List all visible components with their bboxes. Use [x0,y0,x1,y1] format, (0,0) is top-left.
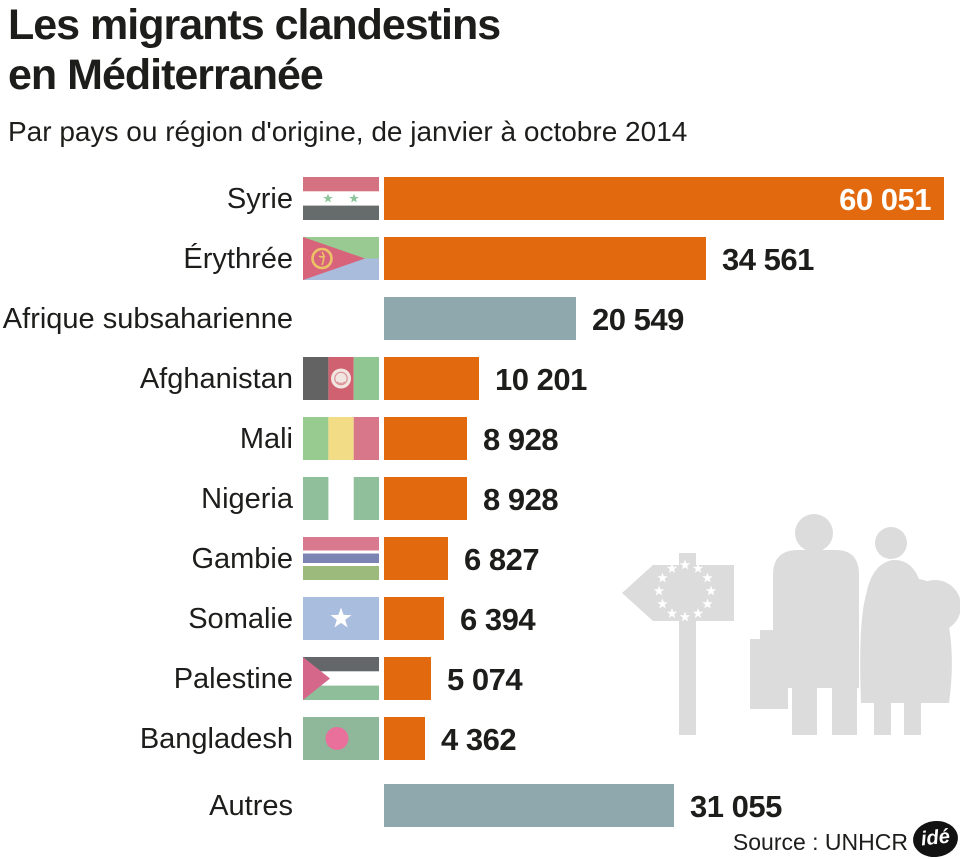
bar-syrie [384,177,944,220]
row-label: Bangladesh [139,723,293,755]
bar-nigeria [384,477,467,520]
row-value: 34 561 [722,242,814,277]
row-value: 10 201 [495,362,587,397]
source-note: Source : UNHCR [732,829,908,855]
row-label: Autres [209,790,293,822]
bar-erythree [384,237,706,280]
row-label: Gambie [191,543,293,575]
row-label: Mali [239,423,293,455]
chart-row-bangladesh: Bangladesh 4 362 [0,717,960,760]
row-value: 60 051 [839,182,931,217]
chart-title: Les migrants clandestins en Méditerranée [8,0,501,100]
bar-afrique-subsaharienne [384,297,576,340]
flag-icon-palestine [303,657,379,700]
bar-afghanistan [384,357,479,400]
row-value: 8 928 [483,422,559,457]
bar-mali [384,417,467,460]
chart-row-afghanistan: Afghanistan 10 201 [0,357,960,400]
row-value: 6 827 [464,542,540,577]
flag-icon-gambia [303,537,379,580]
chart-row-gambie: Gambie 6 827 [0,537,960,580]
chart-row-syrie: Syrie 60 051 [0,177,960,220]
row-label: Nigeria [201,483,293,515]
flag-icon-eritrea [303,237,379,280]
bar-bangladesh [384,717,425,760]
row-value: 4 362 [441,722,517,757]
row-value: 8 928 [483,482,559,517]
chart-title-line1: Les migrants clandestins [8,1,501,49]
chart-row-afrique-subsaharienne: Afrique subsaharienne 20 549 [0,297,960,340]
row-value: 31 055 [690,789,782,824]
row-label: Afghanistan [139,363,293,395]
row-label: Afrique subsaharienne [2,303,293,335]
flag-icon-somalia [303,597,379,640]
bar-autres [384,784,674,827]
chart-row-mali: Mali 8 928 [0,417,960,460]
row-label: Palestine [173,663,293,695]
flag-icon-bangladesh [303,717,379,760]
row-label: Somalie [188,603,293,635]
chart-row-somalie: Somalie 6 394 [0,597,960,640]
flag-icon-afghanistan [303,357,379,400]
bar-somalie [384,597,444,640]
chart-row-autres: Autres 31 055 [0,784,960,827]
row-label: Érythrée [183,243,293,275]
row-value: 20 549 [592,302,684,337]
flag-icon-syria [303,177,379,220]
flag-icon-mali [303,417,379,460]
chart-row-erythree: Érythrée 34 561 [0,237,960,280]
bar-gambie [384,537,448,580]
row-label: Syrie [226,183,293,215]
chart-row-palestine: Palestine 5 074 [0,657,960,700]
bar-palestine [384,657,431,700]
flag-icon-nigeria [303,477,379,520]
chart-row-nigeria: Nigeria 8 928 [0,477,960,520]
chart-subtitle: Par pays ou région d'origine, de janvier… [8,116,688,147]
migrants-silhouette-art [622,514,960,735]
row-value: 5 074 [447,662,523,697]
row-value: 6 394 [460,602,536,637]
chart-title-line2: en Méditerranée [8,51,324,99]
